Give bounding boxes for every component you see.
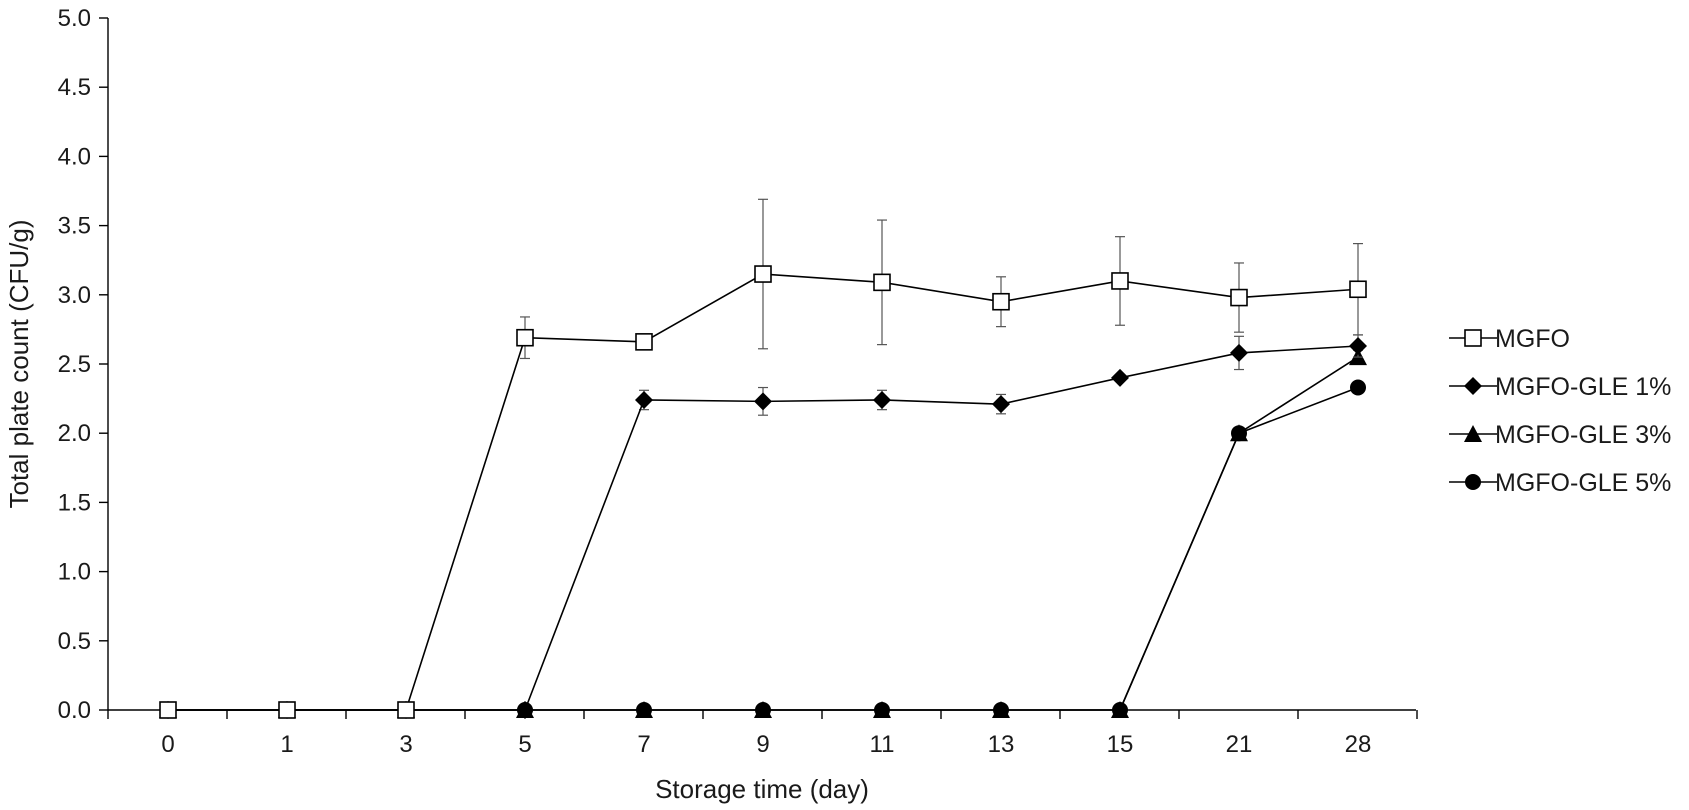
legend: MGFO MGFO-GLE 1% MGFO-GLE 3% MGFO-GLE 5% (1449, 325, 1671, 497)
y-tick-label: 1.0 (58, 559, 91, 586)
data-point (397, 701, 415, 719)
legend-marker (1464, 329, 1482, 347)
data-point (635, 701, 653, 718)
y-tick-label: 2.0 (58, 420, 91, 447)
data-point (992, 292, 1010, 311)
y-tick-label: 4.5 (58, 74, 91, 101)
legend-label: MGFO-GLE 3% (1495, 421, 1671, 449)
data-point (516, 328, 534, 347)
legend-label: MGFO-GLE 5% (1495, 469, 1671, 497)
data-point (873, 701, 891, 718)
data-point (1111, 368, 1129, 387)
data-point (992, 701, 1010, 718)
data-point (1111, 701, 1129, 718)
data-point (1230, 343, 1248, 362)
legend-item: MGFO (1449, 325, 1570, 353)
y-axis-ticks: 0.0 0.5 1.0 1.5 2.0 2.5 3.0 3.5 4.0 4.5 5.0 (58, 5, 108, 724)
series-layer (159, 198, 1367, 719)
x-tick-label: 15 (1107, 731, 1134, 758)
y-tick-label: 5.0 (58, 5, 91, 32)
data-point (873, 273, 891, 292)
series-mgfo-gle-1- (159, 334, 1367, 719)
data-point (754, 701, 772, 718)
y-tick-label: 1.5 (58, 489, 91, 516)
series-mgfo (159, 198, 1367, 719)
data-point (754, 392, 772, 411)
legend-item: MGFO-GLE 1% (1449, 373, 1671, 401)
legend-marker (1465, 474, 1481, 490)
data-point (1230, 288, 1248, 307)
data-point (1349, 280, 1367, 299)
x-axis-title: Storage time (day) (655, 774, 869, 804)
data-point (873, 390, 891, 409)
data-point (159, 701, 177, 719)
data-point (1349, 337, 1367, 356)
series-mgfo-gle-5- (160, 379, 1366, 718)
x-tick-label: 13 (988, 731, 1015, 758)
legend-label: MGFO (1495, 325, 1570, 353)
y-tick-label: 2.5 (58, 351, 91, 378)
data-point (1350, 379, 1366, 396)
legend-marker (1464, 377, 1482, 395)
y-tick-label: 0.5 (58, 628, 91, 655)
x-tick-label: 1 (280, 731, 293, 758)
x-tick-label: 3 (399, 731, 412, 758)
data-point (635, 390, 653, 409)
data-point (635, 333, 653, 351)
legend-marker (1464, 425, 1482, 442)
data-point (992, 395, 1010, 414)
data-point (278, 701, 296, 719)
y-tick-label: 0.0 (58, 697, 91, 724)
data-point (1111, 272, 1129, 290)
data-point (516, 701, 534, 719)
legend-label: MGFO-GLE 1% (1495, 373, 1671, 401)
x-tick-label: 9 (756, 731, 769, 758)
y-tick-label: 4.0 (58, 143, 91, 170)
x-tick-label: 0 (161, 731, 174, 758)
legend-item: MGFO-GLE 5% (1449, 469, 1671, 497)
y-tick-label: 3.5 (58, 213, 91, 240)
series-line (168, 386, 1359, 711)
x-tick-label: 21 (1226, 731, 1253, 758)
x-tick-label: 7 (637, 731, 650, 758)
data-point (754, 265, 772, 283)
x-tick-label: 5 (518, 731, 531, 758)
y-axis-title: Total plate count (CFU/g) (4, 219, 34, 508)
data-point (1230, 424, 1248, 442)
x-tick-label: 28 (1345, 731, 1372, 758)
y-tick-label: 3.0 (58, 282, 91, 309)
legend-item: MGFO-GLE 3% (1449, 421, 1671, 449)
x-tick-label: 11 (870, 731, 895, 758)
x-axis-ticks: 0 1 3 5 7 9 11 13 15 21 28 (107, 710, 1418, 758)
